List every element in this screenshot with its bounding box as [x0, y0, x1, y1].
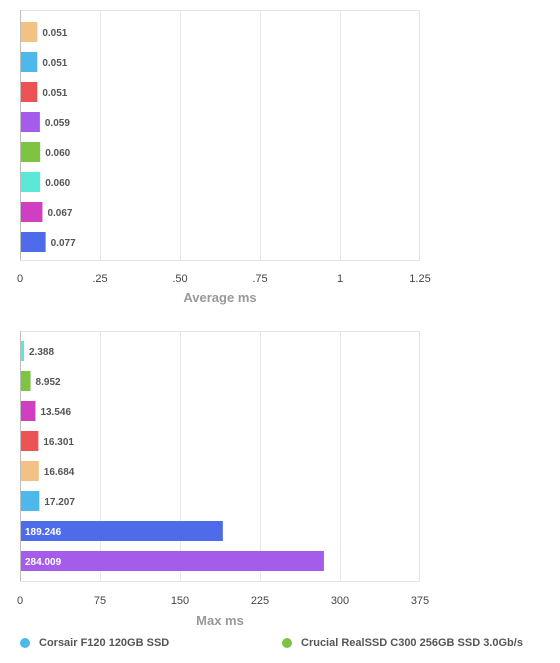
x-tick-label: 75 [94, 595, 106, 607]
x-tick-label: .75 [252, 273, 267, 285]
legend: Corsair F120 120GB SSD Crucial RealSSD C… [0, 637, 560, 661]
max-ms-chart: 0 75 150 225 300 375 Max ms 2.388 8.952 13.546 16.… [17, 331, 429, 628]
x-tick-label: .50 [172, 273, 187, 285]
bar-value-label: 0.077 [51, 238, 76, 249]
x-tick-label: 375 [411, 595, 429, 607]
legend-label: Corsair F120 120GB SSD [39, 637, 170, 649]
bar-value-label: 17.207 [44, 497, 75, 508]
bar[interactable] [21, 82, 38, 102]
bar[interactable] [21, 22, 38, 42]
x-tick-label: 1.25 [409, 273, 430, 285]
x-tick-label: 0 [17, 595, 23, 607]
bar[interactable] [21, 202, 43, 222]
bar-value-label: 0.060 [45, 178, 70, 189]
x-axis-title: Max ms [196, 613, 244, 628]
bar[interactable] [21, 491, 40, 511]
legend-item-corsair[interactable]: Corsair F120 120GB SSD [20, 637, 169, 649]
bar[interactable] [21, 232, 46, 252]
x-tick-label: 1 [337, 273, 343, 285]
bar-value-label: 16.301 [43, 437, 74, 448]
x-tick-label: 150 [171, 595, 189, 607]
legend-dot-icon [20, 638, 30, 648]
bar-value-label: 8.952 [36, 377, 61, 388]
bar-value-label: 0.051 [42, 28, 67, 39]
bar-value-label: 189.246 [25, 527, 62, 538]
bar[interactable] [21, 341, 24, 361]
bar-value-label: 0.059 [45, 118, 70, 129]
bar[interactable] [21, 551, 324, 571]
bar-value-label: 16.684 [44, 467, 75, 478]
bar-value-label: 0.067 [47, 208, 72, 219]
bar[interactable] [21, 371, 31, 391]
charts-area: 0 .25 .50 .75 1 1.25 Average ms 0.051 0.051 0.051… [17, 10, 431, 628]
average-ms-chart: 0 .25 .50 .75 1 1.25 Average ms 0.051 0.051 0.051… [17, 10, 431, 305]
bar[interactable] [21, 142, 41, 162]
bar-value-label: 0.051 [42, 88, 67, 99]
bar[interactable] [21, 521, 223, 541]
bar[interactable] [21, 401, 36, 421]
x-tick-label: .25 [92, 273, 107, 285]
x-tick-label: 300 [331, 595, 349, 607]
plot-frame [20, 331, 420, 582]
x-tick-label: 0 [17, 273, 23, 285]
legend-item-crucial-c300[interactable]: Crucial RealSSD C300 256GB SSD 3.0Gb/s [282, 637, 523, 649]
bar-value-label: 13.546 [40, 407, 71, 418]
legend-label: Crucial RealSSD C300 256GB SSD 3.0Gb/s [301, 637, 523, 649]
plot-frame [20, 10, 420, 261]
bar-value-label: 284.009 [25, 557, 62, 568]
x-axis-title: Average ms [183, 290, 256, 305]
x-tick-label: 225 [251, 595, 269, 607]
bar[interactable] [21, 52, 38, 72]
bar[interactable] [21, 112, 40, 132]
bar[interactable] [21, 431, 39, 451]
bar[interactable] [21, 172, 41, 192]
bar-value-label: 0.051 [42, 58, 67, 69]
bar[interactable] [21, 461, 39, 481]
bar-value-label: 2.388 [29, 347, 54, 358]
bar-value-label: 0.060 [45, 148, 70, 159]
legend-dot-icon [282, 638, 292, 648]
